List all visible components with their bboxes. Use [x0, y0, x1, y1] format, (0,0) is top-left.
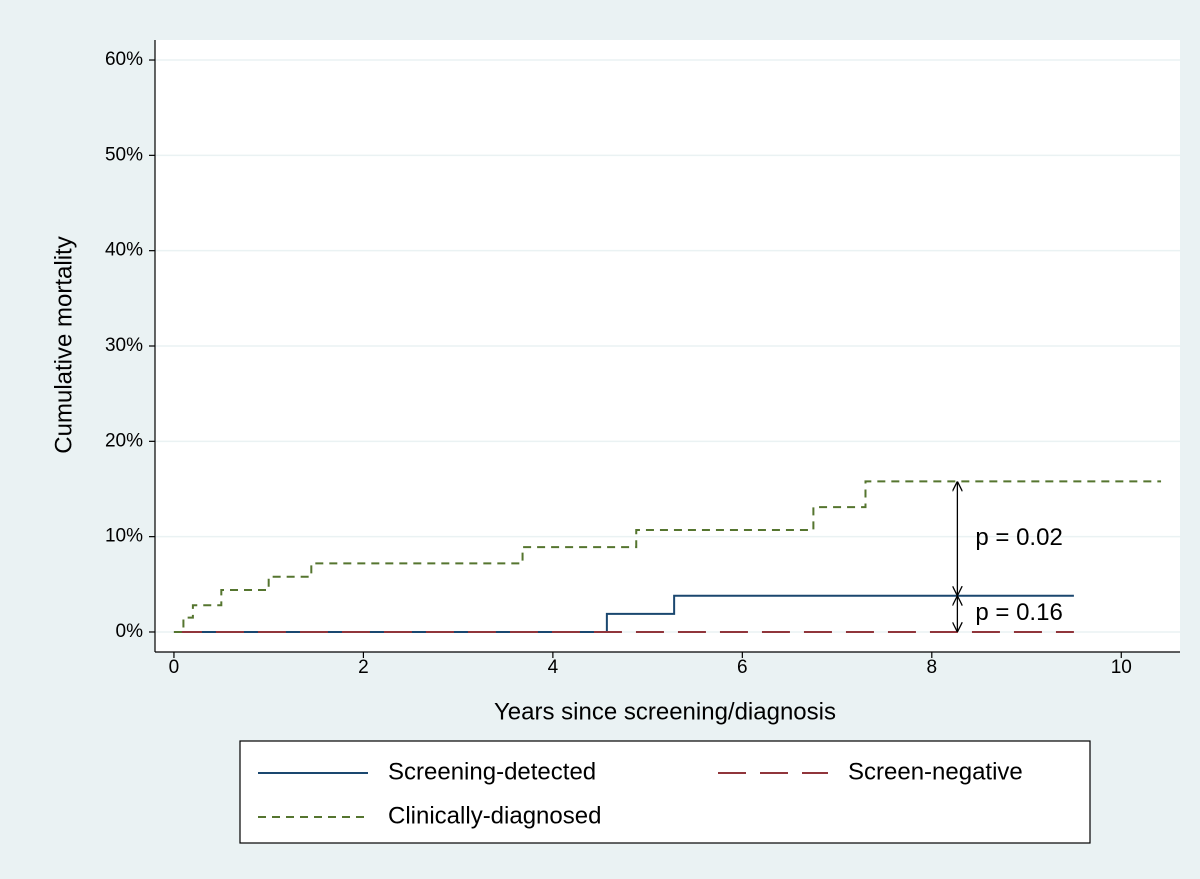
legend [239, 740, 1091, 844]
y-tick-label: 0% [116, 621, 144, 642]
annotation-text: p = 0.02 [975, 524, 1062, 551]
y-tick-label: 40% [105, 240, 143, 261]
y-tick-label: 50% [105, 144, 143, 165]
legend-label: Screen-negative [848, 758, 1023, 785]
x-tick-label: 10 [1111, 657, 1132, 678]
x-tick-label: 0 [169, 657, 180, 678]
x-tick-label: 2 [358, 657, 369, 678]
annotation-text: p = 0.16 [975, 599, 1062, 626]
legend-label: Screening-detected [388, 758, 596, 785]
x-tick-label: 8 [927, 657, 938, 678]
legend-label: Clinically-diagnosed [388, 802, 601, 829]
x-axis-label: Years since screening/diagnosis [494, 698, 836, 725]
y-axis-label: Cumulative mortality [50, 236, 77, 453]
y-tick-label: 60% [105, 49, 143, 70]
y-tick-label: 20% [105, 430, 143, 451]
x-tick-label: 4 [548, 657, 559, 678]
x-tick-label: 6 [737, 657, 748, 678]
series-line [173, 480, 1162, 633]
y-tick-label: 10% [105, 526, 143, 547]
y-tick-label: 30% [105, 335, 143, 356]
